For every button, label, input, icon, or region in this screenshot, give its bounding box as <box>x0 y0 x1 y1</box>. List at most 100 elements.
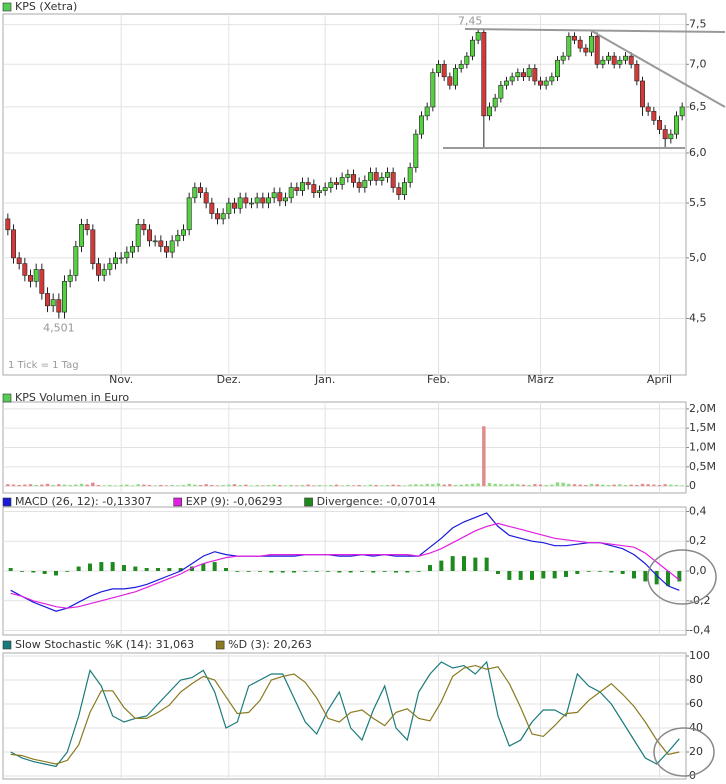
candle-body <box>368 172 373 181</box>
candle-body <box>271 192 277 199</box>
candle-body <box>407 167 413 183</box>
candle-body <box>45 293 50 307</box>
volume-bar <box>91 482 95 487</box>
candle-body <box>645 106 651 112</box>
volume-bar <box>28 484 33 487</box>
volume-bar <box>612 484 616 487</box>
legend-swatch <box>2 393 12 403</box>
y-tick-label: 6,0 <box>689 146 707 159</box>
y-tick-label: 20 <box>689 745 703 758</box>
volume-bar <box>572 484 577 487</box>
candle-body <box>339 177 345 185</box>
volume-bar <box>601 484 605 487</box>
divergence-bar <box>337 571 342 573</box>
volume-bar <box>249 485 254 487</box>
divergence-bar <box>99 562 104 571</box>
candle-body <box>130 246 135 253</box>
volume-bar <box>640 483 645 487</box>
candle-body <box>572 35 577 41</box>
legend-label: MACD (26, 12): -0,13307 <box>15 495 152 508</box>
candle-body <box>651 111 657 121</box>
volume-bar <box>425 483 429 487</box>
candle-body <box>277 192 283 202</box>
divergence-bar <box>484 557 489 571</box>
candle-body <box>5 218 11 231</box>
volume-bar <box>397 484 401 487</box>
divergence-bar <box>31 571 36 573</box>
divergence-bar <box>598 571 602 572</box>
volume-bar <box>244 484 248 487</box>
volume-bar <box>465 484 469 487</box>
candle-body <box>101 269 107 276</box>
volume-bar <box>170 484 174 487</box>
candle-body <box>430 72 436 108</box>
candle-body <box>475 32 481 41</box>
volume-bar <box>538 484 543 487</box>
candle-body <box>373 172 379 181</box>
y-tick-label: 0 <box>689 479 696 492</box>
candle-body <box>356 182 362 188</box>
divergence-bar <box>280 571 285 573</box>
volume-bar <box>23 484 27 487</box>
x-tick-label: März <box>527 373 554 386</box>
volume-bar <box>674 484 679 487</box>
y-tick-label: 0,4 <box>689 504 707 517</box>
x-tick-label: Jan. <box>314 373 335 386</box>
volume-bar <box>629 484 633 487</box>
volume-bar <box>391 484 395 487</box>
volume-bar <box>272 484 276 487</box>
candle-body <box>634 64 640 82</box>
candle-body <box>441 64 447 78</box>
divergence-bar <box>292 571 296 573</box>
candle-body <box>470 39 475 57</box>
candle-body <box>33 269 39 282</box>
candle-body <box>288 187 294 199</box>
divergence-bar <box>575 571 580 574</box>
volume-bar <box>351 485 356 487</box>
volume-bar <box>51 484 55 487</box>
y-tick-label: 80 <box>689 673 703 686</box>
candle-body <box>436 64 441 73</box>
divergence-bar <box>201 563 206 571</box>
volume-bar <box>312 485 316 487</box>
candle-body <box>657 120 662 130</box>
annotation: 1 Tick = 1 Tag <box>8 360 79 371</box>
volume-bar <box>459 484 463 487</box>
volume-bar <box>57 484 61 487</box>
candle-body <box>209 202 215 214</box>
candle-body <box>28 275 33 282</box>
divergence-bar <box>416 571 421 572</box>
legend-swatch <box>2 497 12 507</box>
candle-body <box>532 68 538 82</box>
candle-body <box>164 246 169 253</box>
x-tick-label: Dez. <box>217 373 242 386</box>
volume-bar <box>261 485 265 487</box>
volume-bar <box>482 426 486 487</box>
volume-bar <box>334 484 339 487</box>
divergence-bar <box>65 571 70 572</box>
volume-bar <box>363 485 367 487</box>
candle-body <box>589 35 594 53</box>
y-tick-label: 1,5M <box>689 421 716 434</box>
legend-label: Divergence: -0,07014 <box>317 495 436 508</box>
divergence-bar <box>643 571 648 582</box>
divergence-bar <box>405 571 410 573</box>
volume-bar <box>74 484 78 487</box>
candle-body <box>300 182 305 191</box>
volume-bar <box>153 485 157 487</box>
volume-bar <box>232 484 237 487</box>
volume-bar <box>317 484 322 487</box>
volume-bar <box>130 485 135 487</box>
candle-body <box>175 234 181 242</box>
divergence-bar <box>654 571 659 585</box>
candle-body <box>577 39 583 49</box>
divergence-bar <box>326 571 330 572</box>
volume-bar <box>266 484 271 487</box>
volume-bar <box>374 484 378 487</box>
divergence-bar <box>269 571 274 573</box>
volume-bar <box>329 484 333 487</box>
candle-body <box>90 229 96 264</box>
candle-body <box>606 55 611 61</box>
